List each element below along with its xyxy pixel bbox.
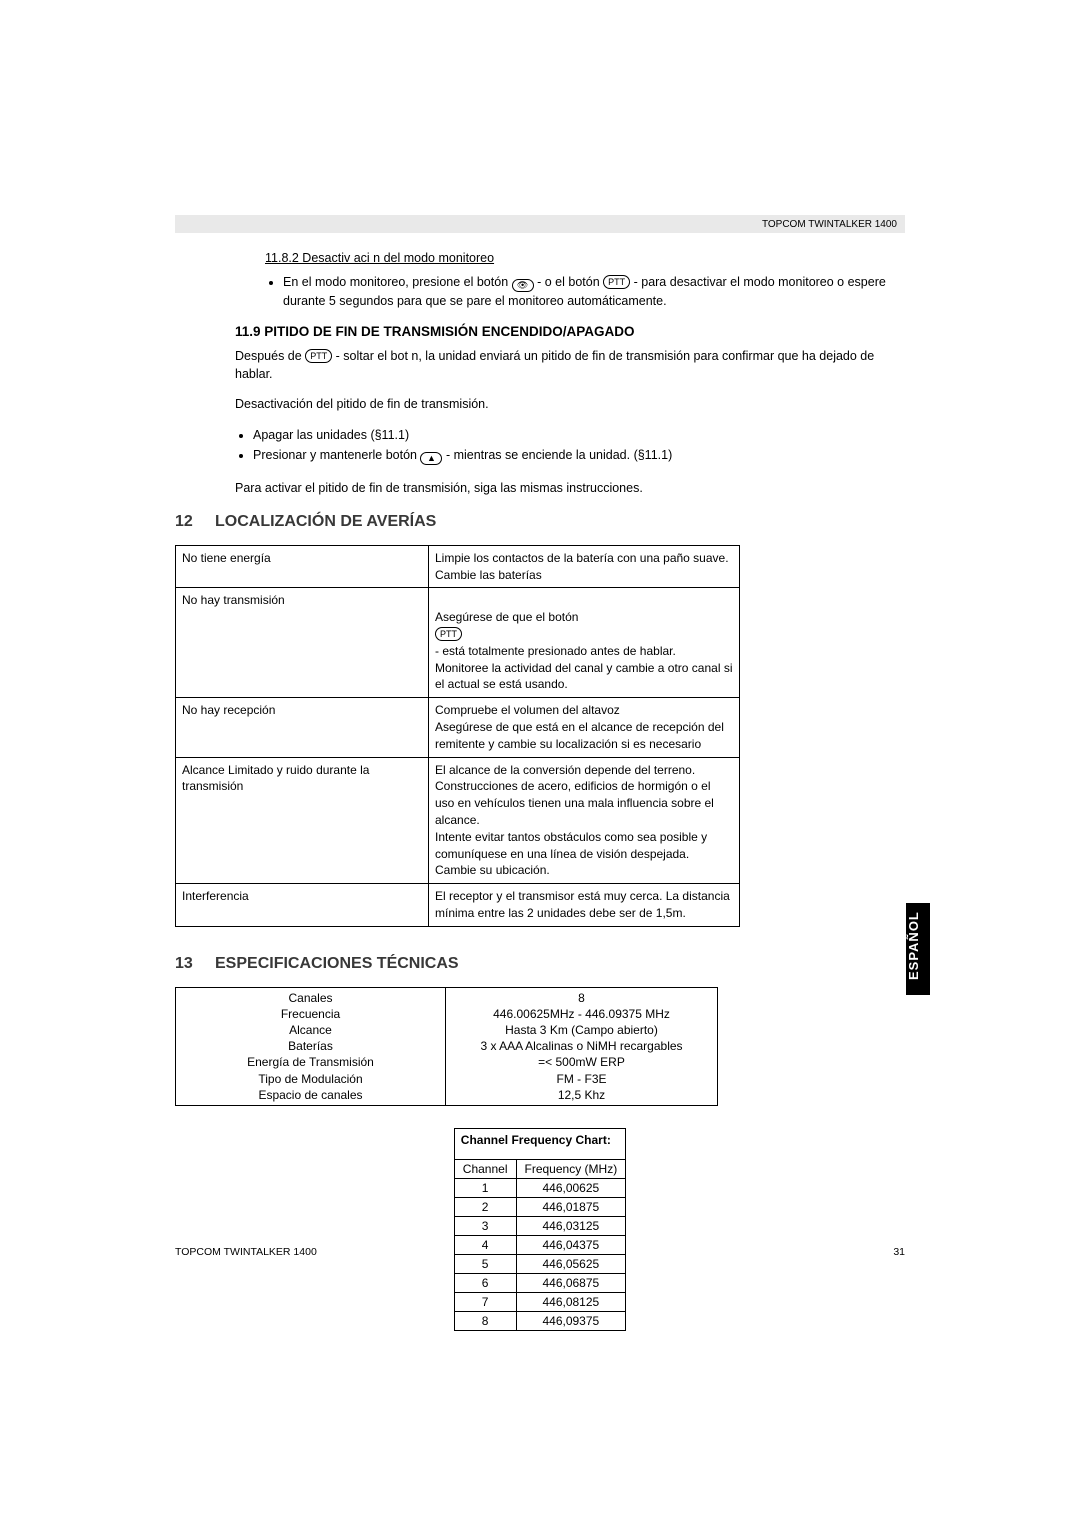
table-cell: Compruebe el volumen del altavoz Asegúre…	[429, 698, 740, 757]
page-footer: TOPCOM TWINTALKER 1400 31	[175, 1246, 905, 1258]
freq-table-title: Channel Frequency Chart:	[454, 1129, 625, 1150]
section-13-heading: 13 ESPECIFICACIONES TÉCNICAS	[175, 955, 905, 973]
table-cell: No hay recepción	[176, 698, 429, 757]
ptt-icon: PTT	[603, 275, 630, 289]
table-cell: El receptor y el transmisor está muy cer…	[429, 884, 740, 927]
footer-model: TOPCOM TWINTALKER 1400	[175, 1246, 317, 1258]
section-number: 13	[175, 955, 199, 973]
table-cell: Limpie los contactos de la batería con u…	[429, 545, 740, 588]
paragraph: Desactivación del pitido de fin de trans…	[235, 395, 905, 413]
table-row: 7446,08125	[454, 1292, 625, 1311]
paragraph: Después de PTT - soltar el bot n, la uni…	[235, 347, 905, 383]
table-row: 6446,06875	[454, 1273, 625, 1292]
channel-frequency-table: Channel Frequency Chart: Channel Frequen…	[454, 1128, 626, 1331]
table-cell: Interferencia	[176, 884, 429, 927]
section-11-8-2-bullets: En el modo monitoreo, presione el botón …	[265, 273, 905, 310]
footer-page-number: 31	[893, 1246, 905, 1258]
table-row: No hay transmisión Asegúrese de que el b…	[176, 588, 740, 698]
section-11-9-bullets: Apagar las unidades (§11.1) Presionar y …	[235, 426, 905, 465]
ptt-icon: PTT	[435, 627, 462, 641]
table-row: 8446,09375	[454, 1311, 625, 1330]
spec-values: 8 446.00625MHz - 446.09375 MHz Hasta 3 K…	[446, 987, 718, 1105]
troubleshooting-table: No tiene energía Limpie los contactos de…	[175, 545, 740, 927]
language-tab: ESPAÑOL	[906, 903, 930, 995]
section-number: 12	[175, 513, 199, 531]
ptt-icon: PTT	[305, 349, 332, 363]
section-12-heading: 12 LOCALIZACIÓN DE AVERÍAS	[175, 513, 905, 531]
table-row: Alcance Limitado y ruido durante la tran…	[176, 757, 740, 884]
table-cell: El alcance de la conversión depende del …	[429, 757, 740, 884]
spec-labels: Canales Frecuencia Alcance Baterías Ener…	[176, 987, 446, 1105]
spec-table: Canales Frecuencia Alcance Baterías Ener…	[175, 987, 718, 1106]
eye-icon: 👁	[512, 279, 534, 292]
freq-col-channel: Channel	[454, 1159, 516, 1178]
table-row: No hay recepción Compruebe el volumen de…	[176, 698, 740, 757]
table-cell: Asegúrese de que el botón PTT - está tot…	[429, 588, 740, 698]
section-11-9-title: 11.9 PITIDO DE FIN DE TRANSMISIÓN ENCEND…	[235, 324, 905, 339]
freq-col-frequency: Frequency (MHz)	[516, 1159, 626, 1178]
table-row: 2446,01875	[454, 1197, 625, 1216]
table-row: Interferencia El receptor y el transmiso…	[176, 884, 740, 927]
section-title: ESPECIFICACIONES TÉCNICAS	[215, 955, 459, 973]
header-model: TOPCOM TWINTALKER 1400	[762, 219, 897, 230]
page-content: TOPCOM TWINTALKER 1400 11.8.2 Desactiv a…	[175, 215, 905, 1331]
up-icon: ▲	[420, 452, 442, 465]
table-cell: No hay transmisión	[176, 588, 429, 698]
table-cell: No tiene energía	[176, 545, 429, 588]
table-row: No tiene energía Limpie los contactos de…	[176, 545, 740, 588]
paragraph: Para activar el pitido de fin de transmi…	[235, 479, 905, 497]
freq-table-spacer	[454, 1149, 625, 1159]
bullet-item: Presionar y mantenerle botón ▲ - mientra…	[253, 446, 905, 465]
bullet-item: En el modo monitoreo, presione el botón …	[283, 273, 905, 310]
header-bar: TOPCOM TWINTALKER 1400	[175, 215, 905, 233]
bullet-item: Apagar las unidades (§11.1)	[253, 426, 905, 444]
section-title: LOCALIZACIÓN DE AVERÍAS	[215, 513, 436, 531]
table-row: 1446,00625	[454, 1178, 625, 1197]
table-cell: Alcance Limitado y ruido durante la tran…	[176, 757, 429, 884]
table-row: 3446,03125	[454, 1216, 625, 1235]
section-11-8-2-title: 11.8.2 Desactiv aci n del modo monitoreo	[265, 251, 905, 265]
